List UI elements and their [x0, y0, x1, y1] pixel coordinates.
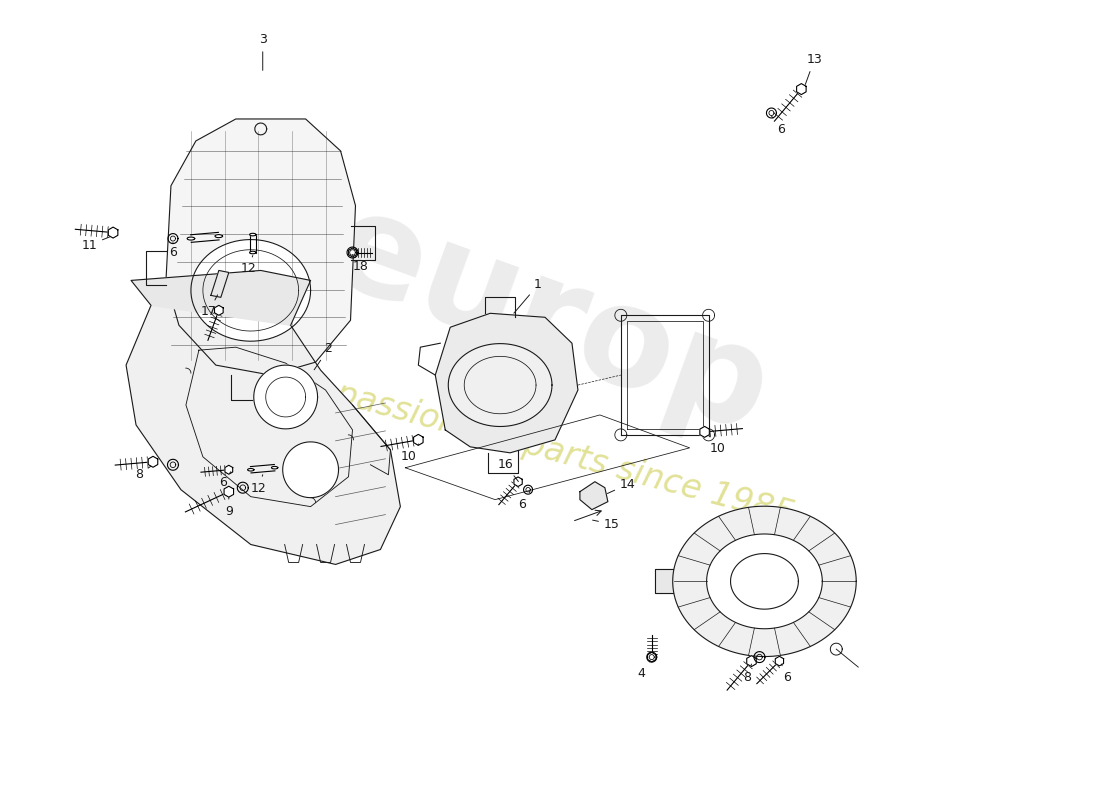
Polygon shape [250, 251, 256, 254]
Polygon shape [131, 270, 310, 326]
Polygon shape [248, 469, 254, 471]
Text: 2: 2 [315, 342, 332, 370]
Text: 3: 3 [258, 34, 266, 70]
Polygon shape [580, 482, 608, 510]
Text: 15: 15 [593, 518, 619, 530]
Polygon shape [449, 344, 552, 426]
Polygon shape [673, 506, 856, 657]
Text: 6: 6 [781, 664, 791, 684]
Polygon shape [187, 237, 195, 240]
Text: 12: 12 [251, 474, 266, 494]
Polygon shape [214, 306, 223, 315]
Text: 10: 10 [710, 436, 726, 455]
Text: europ: europ [312, 178, 788, 462]
Polygon shape [283, 442, 339, 498]
Text: 17: 17 [201, 295, 218, 318]
Polygon shape [776, 656, 783, 666]
Text: 18: 18 [352, 254, 368, 274]
Text: 10: 10 [400, 444, 419, 462]
Text: 9: 9 [224, 498, 233, 518]
Polygon shape [648, 652, 656, 662]
Polygon shape [747, 656, 756, 666]
Polygon shape [436, 314, 578, 453]
Text: 8: 8 [135, 466, 151, 481]
Polygon shape [224, 486, 233, 497]
Polygon shape [214, 234, 222, 238]
Polygon shape [224, 466, 233, 474]
Text: a passion for parts since 1985: a passion for parts since 1985 [302, 369, 798, 531]
Polygon shape [706, 534, 823, 629]
Polygon shape [254, 365, 318, 429]
Polygon shape [250, 234, 256, 236]
Text: 6: 6 [518, 492, 530, 510]
Polygon shape [349, 248, 356, 257]
Polygon shape [700, 426, 710, 438]
Text: 6: 6 [771, 116, 785, 136]
Polygon shape [654, 570, 673, 594]
Text: 14: 14 [607, 478, 636, 494]
Text: 1: 1 [514, 278, 542, 313]
Text: 12: 12 [241, 255, 256, 275]
Polygon shape [109, 227, 118, 238]
Text: 6: 6 [219, 472, 231, 489]
Polygon shape [514, 477, 522, 486]
Polygon shape [211, 270, 229, 298]
Polygon shape [272, 466, 278, 469]
Text: 11: 11 [81, 237, 110, 251]
Text: 4: 4 [638, 662, 650, 680]
Polygon shape [126, 298, 400, 565]
Text: 16: 16 [497, 458, 518, 482]
Text: 6: 6 [169, 242, 177, 259]
Polygon shape [414, 434, 424, 446]
Text: 13: 13 [805, 53, 822, 85]
Polygon shape [796, 84, 806, 94]
Text: 8: 8 [744, 664, 751, 684]
Polygon shape [148, 456, 157, 467]
Polygon shape [166, 119, 355, 375]
Polygon shape [191, 239, 310, 341]
